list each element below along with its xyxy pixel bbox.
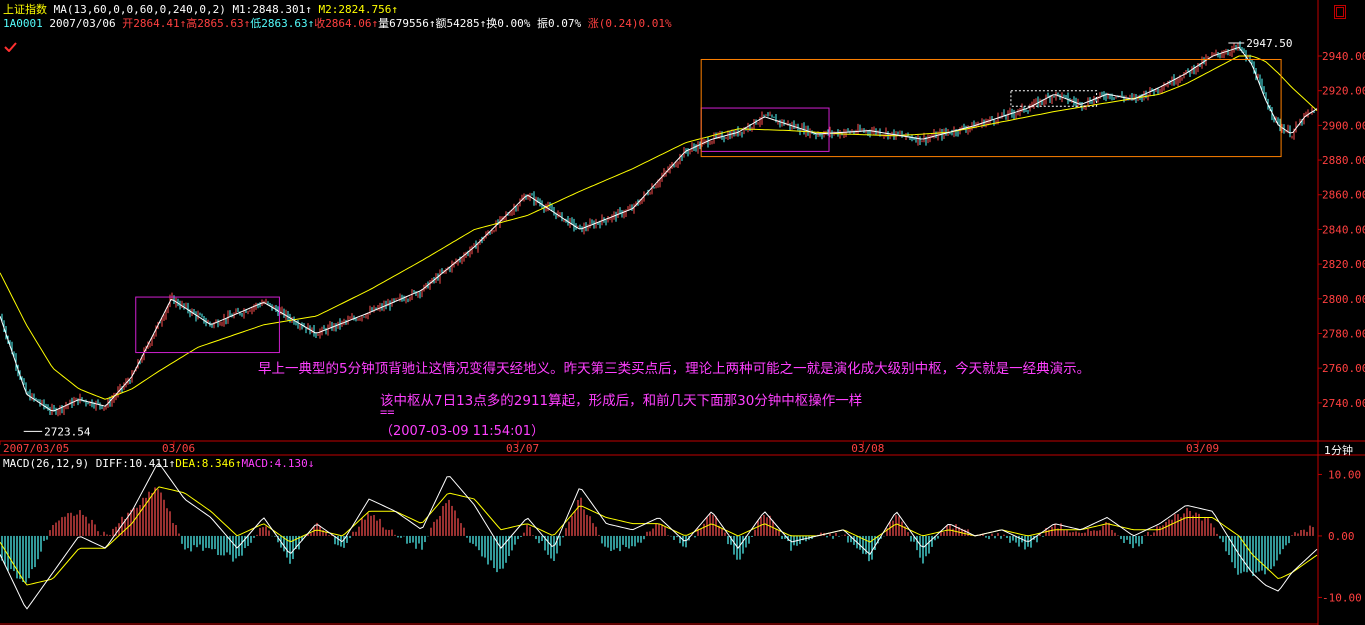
- pivot-box-dashed: [1010, 90, 1098, 107]
- y-tick-label: 2920.00: [1322, 85, 1365, 98]
- turnover-value: 0.00%: [497, 17, 531, 30]
- x-tick-label: 03/07: [506, 442, 539, 455]
- up-arrow-icon: ↑: [428, 17, 436, 30]
- macd-params: MACD(26,12,9): [3, 457, 90, 470]
- x-tick-label: 03/08: [851, 442, 884, 455]
- x-tick-label: 2007/03/05: [3, 442, 69, 455]
- indicator-header-row: 上证指数 MA(13,60,0,0,60,0,240,0,2) M1:2848.…: [3, 3, 399, 16]
- macd-header: MACD(26,12,9) DIFF:10.411↑DEA:8.346↑MACD…: [3, 457, 315, 470]
- annotation-line-2: 该中枢从7日13点多的2911算起，形成后，和前几天下面那30分钟中枢操作一样: [380, 393, 863, 409]
- up-arrow-icon: ↑: [371, 17, 379, 30]
- y-tick-label: 2760.00: [1322, 362, 1365, 375]
- macd-value: 4.130: [274, 457, 308, 470]
- annotation-timestamp: （2007-03-09 11:54:01）: [380, 424, 545, 439]
- macd-y-tick-label: 10.00: [1328, 468, 1361, 481]
- up-arrow-icon: ↑: [391, 3, 399, 16]
- y-tick-label: 2880.00: [1322, 154, 1365, 167]
- price-y-axis: 2940.00 2920.00 2900.00 2880.00 2860.00 2840.…: [1318, 50, 1365, 410]
- diff-line: [0, 462, 1318, 610]
- x-tick-label: 03/09: [1186, 442, 1219, 455]
- y-tick-label: 2820.00: [1322, 258, 1365, 271]
- y-tick-label: 2900.00: [1322, 119, 1365, 132]
- price-marker-label: 2947.50: [1246, 37, 1292, 50]
- index-name: 上证指数: [3, 3, 47, 16]
- up-arrow-icon: ↑: [168, 457, 176, 470]
- close-value: 2864.06: [325, 17, 372, 30]
- up-arrow-icon: ↑: [479, 17, 487, 30]
- date-x-axis: 2007/03/05 03/06 03/07 03/08 03/09: [0, 441, 1219, 455]
- ma-fast-line: [0, 46, 1318, 412]
- price-marker-label: 2723.54: [44, 425, 91, 438]
- annotation-line-3: ==: [380, 405, 395, 419]
- ma-params: MA(13,60,0,0,60,0,240,0,2): [53, 3, 226, 16]
- quote-row: 1A0001 2007/03/06 开2864.41↑高2865.63↑低286…: [3, 17, 672, 30]
- y-tick-label: 2840.00: [1322, 223, 1365, 236]
- window-restore-icon[interactable]: [1334, 4, 1346, 19]
- period-label[interactable]: 1分钟: [1324, 444, 1353, 457]
- moving-average-lines: [0, 46, 1318, 412]
- y-tick-label: 2740.00: [1322, 397, 1365, 410]
- dea-line: [0, 486, 1318, 586]
- dea-value: 8.346: [201, 457, 235, 470]
- diff-value: 10.411: [128, 457, 169, 470]
- up-arrow-icon: ↑: [179, 17, 187, 30]
- up-arrow-icon: ↑: [234, 457, 242, 470]
- low-value: 2863.63: [261, 17, 308, 30]
- amplitude-value: 0.07%: [548, 17, 582, 30]
- stock-code: 1A0001: [3, 17, 43, 30]
- pivot-box: [135, 296, 280, 354]
- pivot-boxes: 2723.54 2947.50: [23, 37, 1293, 438]
- macd-y-tick-label: 0.00: [1328, 530, 1355, 543]
- up-arrow-icon: ↑: [307, 17, 315, 30]
- up-arrow-icon: ↑: [305, 3, 312, 16]
- up-arrow-icon: ↑: [243, 17, 251, 30]
- down-arrow-icon: ↓: [307, 457, 315, 470]
- amount-value: 54285: [446, 17, 480, 30]
- m1-value: 2848.301: [252, 3, 306, 16]
- checkmark-icon: [4, 37, 17, 53]
- ma-slow-line: [0, 55, 1318, 400]
- change-value: (0.24)0.01%: [598, 17, 672, 30]
- macd-y-tick-label: -10.00: [1322, 591, 1362, 604]
- high-value: 2865.63: [197, 17, 244, 30]
- open-value: 2864.41: [133, 17, 180, 30]
- y-tick-label: 2780.00: [1322, 327, 1365, 340]
- annotation-line-1: 早上一典型的5分钟顶背驰让这情况变得天经地义。昨天第三类买点后，理论上两种可能之…: [258, 361, 1091, 377]
- quote-date: 2007/03/06: [49, 17, 116, 30]
- y-tick-label: 2860.00: [1322, 189, 1365, 202]
- m2-value: 2824.756: [338, 3, 392, 16]
- volume-value: 679556: [389, 17, 429, 30]
- y-tick-label: 2940.00: [1322, 50, 1365, 63]
- pivot-box: [700, 58, 1282, 158]
- y-tick-label: 2800.00: [1322, 293, 1365, 306]
- macd-panel: 10.00 0.00 -10.00: [0, 462, 1362, 610]
- x-tick-label: 03/06: [162, 442, 195, 455]
